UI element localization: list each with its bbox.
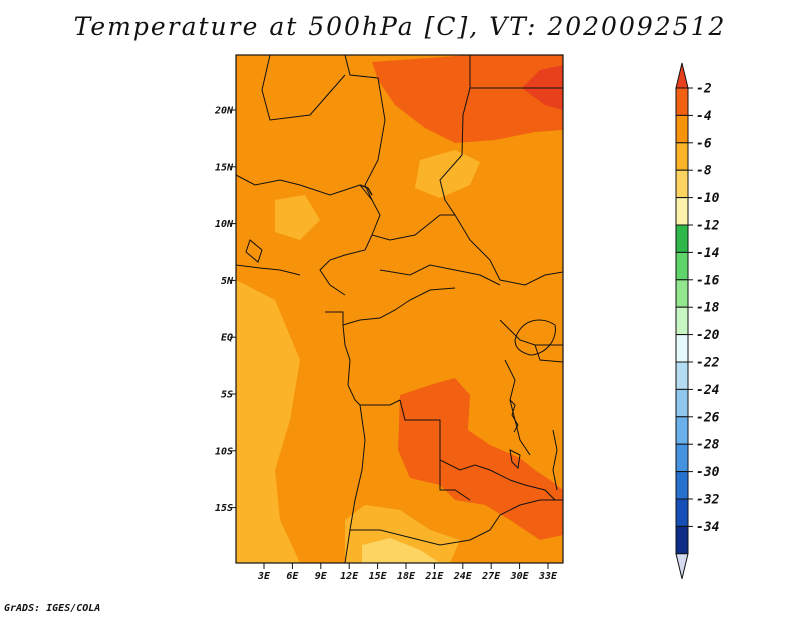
lat-label: 5N xyxy=(221,276,234,287)
colorbar-swatch xyxy=(675,525,689,555)
colorbar-label: -18 xyxy=(696,301,720,316)
colorbar-label: -2 xyxy=(696,82,712,97)
colorbar-label: -22 xyxy=(696,356,720,371)
colorbar-label: -32 xyxy=(696,493,720,508)
contour-cool-west xyxy=(236,280,300,563)
colorbar-swatch xyxy=(675,443,689,473)
colorbar-swatch xyxy=(675,498,689,527)
colorbar-swatch xyxy=(675,279,689,308)
lat-label: 5S xyxy=(221,390,233,401)
colorbar-swatch xyxy=(675,169,689,199)
lon-label: 21E xyxy=(424,571,444,582)
country-borders xyxy=(236,55,563,563)
colorbar: -2 -4 -6 -8 -10 -12 -14 -16 -18 -20 -22 -24 -26 -28 -3… xyxy=(675,62,720,579)
lon-label: 30E xyxy=(510,571,530,582)
colorbar-swatch xyxy=(675,142,689,171)
colorbar-label: -14 xyxy=(696,246,720,261)
longitude-axis: 3E 6E 9E 12E 15E 18E 21E 24E 27E 30E 33E xyxy=(257,563,558,582)
colorbar-bottom-triangle xyxy=(675,553,689,579)
lon-label: 3E xyxy=(257,571,271,582)
colorbar-swatch xyxy=(675,197,689,226)
colorbar-label: -30 xyxy=(696,465,720,480)
lat-label: 10S xyxy=(215,446,233,457)
colorbar-swatch xyxy=(675,361,689,390)
colorbar-label: -10 xyxy=(696,191,720,206)
lon-label: 27E xyxy=(481,571,501,582)
colorbar-swatch xyxy=(675,251,689,281)
map-frame xyxy=(235,54,564,564)
colorbar-swatch xyxy=(675,306,689,336)
colorbar-label: -20 xyxy=(696,328,720,343)
contour-pale-south xyxy=(362,538,440,563)
colorbar-label: -8 xyxy=(696,164,712,179)
lat-label: 15S xyxy=(215,503,233,514)
colorbar-top-triangle xyxy=(675,62,689,89)
colorbar-swatch xyxy=(675,114,689,144)
lon-label: 18E xyxy=(397,571,416,582)
colorbar-label: -6 xyxy=(696,136,712,151)
lon-label: 24E xyxy=(453,571,473,582)
colorbar-swatch xyxy=(675,87,689,116)
colorbar-swatch xyxy=(675,224,689,253)
lat-label: 20N xyxy=(214,106,234,117)
colorbar-swatch xyxy=(675,416,689,445)
contour-warm-congo xyxy=(398,378,563,540)
colorbar-label: -28 xyxy=(696,438,720,453)
lat-label: 10N xyxy=(215,219,234,230)
colorbar-label: -12 xyxy=(696,219,720,234)
colorbar-label: -24 xyxy=(696,383,720,398)
lon-label: 15E xyxy=(369,571,388,582)
lat-label: EQ xyxy=(221,333,233,344)
grads-credit: GrADS: IGES/COLA xyxy=(4,603,101,614)
lon-label: 33E xyxy=(538,571,558,582)
contour-cool-west-sahel xyxy=(275,195,320,240)
lon-label: 9E xyxy=(315,571,328,582)
colorbar-label: -16 xyxy=(696,273,720,288)
contour-cool-sahel xyxy=(415,150,480,198)
colorbar-swatch xyxy=(675,334,689,363)
colorbar-label: -34 xyxy=(696,520,720,535)
colorbar-label: -4 xyxy=(696,109,712,124)
colorbar-label: -26 xyxy=(696,410,720,425)
latitude-axis: 20N 15N 10N 5N EQ 5S 10S 15S xyxy=(214,106,236,514)
map-title: Temperature at 500hPa [C], VT: 202009251… xyxy=(73,12,727,41)
lon-label: 6E xyxy=(286,571,299,582)
temperature-field xyxy=(236,55,563,563)
lat-label: 15N xyxy=(215,162,234,173)
colorbar-swatch xyxy=(675,388,689,418)
lon-label: 12E xyxy=(340,571,359,582)
colorbar-swatch xyxy=(675,471,689,500)
